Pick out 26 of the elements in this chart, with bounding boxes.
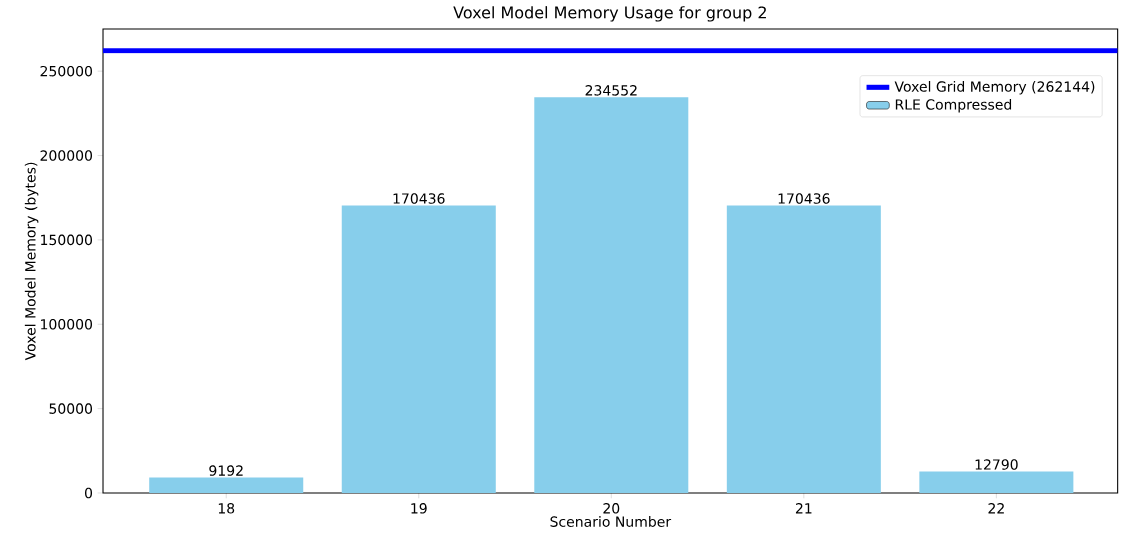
data-label: 234552 [585,85,637,96]
y-axis-title: Voxel Model Memory (bytes) [24,162,39,361]
x-tick-label: 19 [411,503,427,514]
y-tick-label: 200000 [40,150,93,161]
data-label: 170436 [393,193,445,204]
y-tick-label: 50000 [49,403,93,414]
y-tick-label: 150000 [41,234,93,246]
legend-label: Voxel Grid Memory (262144) [894,81,1095,95]
x-tick-label: 22 [988,503,1004,514]
data-label: 9192 [209,465,243,476]
bar [726,205,881,493]
x-tick-label: 21 [795,503,812,514]
data-label: 170436 [778,193,830,204]
y-tick-label: 0 [84,487,93,499]
bar [149,477,304,493]
y-tick-label: 250000 [40,65,93,77]
legend-label: RLE Compressed [895,98,1012,113]
chart-title: Voxel Model Memory Usage for group 2 [453,6,766,22]
x-axis-title: Scenario Number [550,516,672,527]
data-label: 12790 [975,459,1018,470]
bar [534,97,689,493]
x-tick-label: 18 [218,503,235,514]
x-tick-label: 20 [603,503,620,514]
bar [341,205,496,493]
y-tick-label: 100000 [41,318,93,330]
bar [919,471,1074,493]
